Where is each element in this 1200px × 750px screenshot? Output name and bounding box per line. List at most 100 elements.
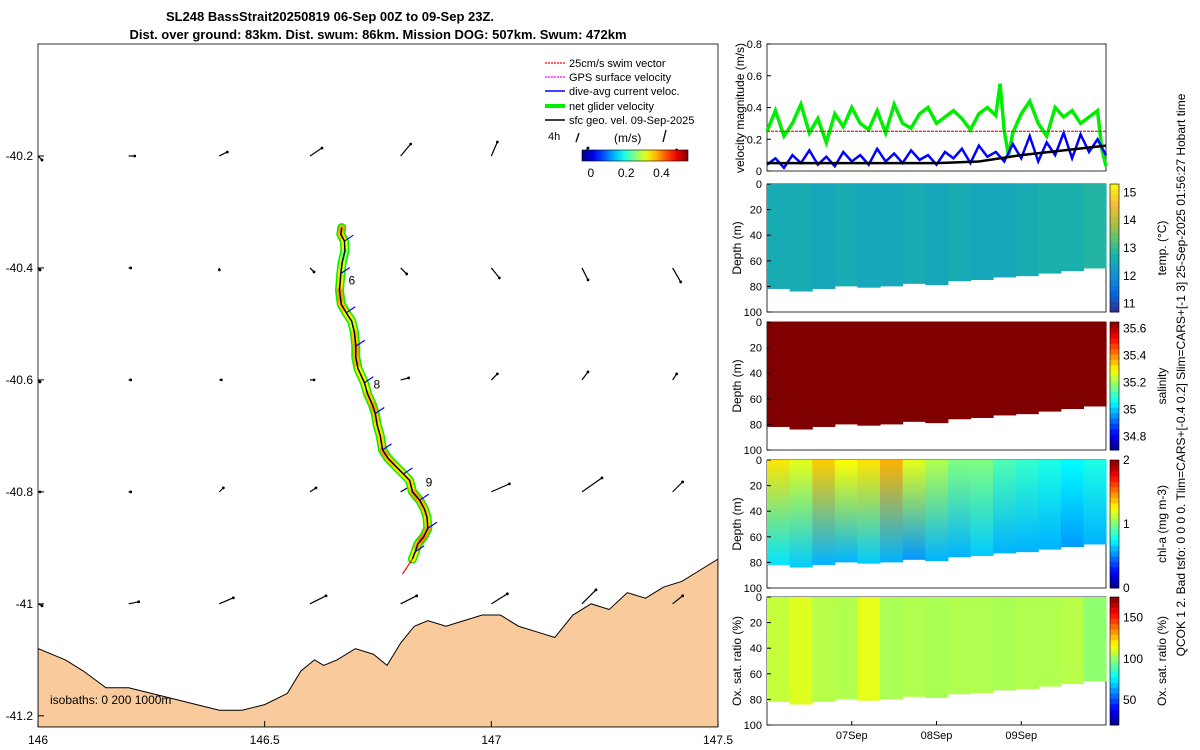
geo-vector	[490, 373, 498, 381]
colorbar-step	[1110, 348, 1119, 355]
geo-vector-head	[217, 268, 221, 272]
section-cell	[767, 460, 791, 565]
section-cell	[767, 184, 791, 289]
colorbar-step	[1110, 274, 1119, 281]
geo-vector-head	[495, 140, 499, 144]
colorbar-step	[1110, 502, 1119, 509]
map-colorbar-tick: 0.2	[618, 166, 635, 180]
geo-vector-head	[415, 594, 419, 598]
section-cell	[880, 184, 904, 287]
geo-vector-head	[40, 604, 44, 608]
geo-vector-head	[586, 278, 590, 282]
section-cell	[789, 322, 813, 430]
colorbar-step	[1110, 661, 1119, 667]
geo-vector-head	[675, 372, 679, 376]
colorbar-tick: 34.8	[1123, 430, 1147, 444]
section-y-tick-label: 60	[750, 394, 762, 406]
colorbar-step	[1110, 486, 1119, 493]
colorbar-tick: 35.6	[1123, 322, 1147, 336]
section-cell	[947, 597, 971, 695]
section-cell	[767, 322, 791, 427]
colorbar-step	[1110, 577, 1119, 584]
colorbar-unit-label: (m/s)	[614, 131, 641, 145]
colorbar-step	[1110, 634, 1119, 641]
section-ylabel: Ox. sat. ratio (%)	[730, 616, 744, 706]
dive-avg-vector	[374, 406, 385, 414]
section-cell	[1083, 184, 1107, 269]
colorbar-step	[1110, 693, 1119, 699]
colorbar-step	[1110, 343, 1119, 350]
map-colorbar	[581, 149, 689, 162]
velocity-axes-box	[766, 43, 1107, 172]
section-cell	[789, 460, 813, 568]
colorbar-step	[1110, 370, 1119, 376]
track-line	[338, 227, 429, 560]
geo-vector	[672, 267, 682, 283]
section-cell	[970, 597, 994, 693]
geo-vector-head	[40, 158, 44, 162]
geo-vector	[491, 483, 510, 493]
colorbar-step	[1110, 481, 1119, 488]
scale-arrow-1	[575, 132, 580, 143]
geo-vector-head	[324, 594, 328, 598]
colorbar-frame	[1109, 183, 1120, 313]
section-cell	[1038, 597, 1062, 687]
section-cell	[789, 597, 813, 705]
geo-vector-head	[314, 486, 318, 490]
section-cell	[812, 460, 836, 565]
colorbar-tick: 50	[1123, 693, 1137, 707]
geo-vector-head	[600, 476, 604, 480]
scale-label: 4h	[548, 131, 560, 143]
colorbar-step	[1110, 439, 1119, 446]
section-y-tick-label: 100	[744, 445, 762, 457]
section-cell	[970, 460, 994, 556]
colorbar-step	[1110, 709, 1119, 715]
section-cell	[857, 460, 881, 564]
figure-title-line2: Dist. over ground: 83km. Dist. swum: 86k…	[129, 27, 626, 42]
colorbar-step	[1110, 269, 1119, 276]
colorbar-tick: 0	[1123, 581, 1130, 595]
colorbar-step	[1110, 402, 1119, 408]
colorbar-step	[1110, 645, 1119, 651]
colorbar-step	[1110, 205, 1119, 212]
colorbar-step	[1110, 602, 1119, 609]
section-cell	[947, 460, 971, 558]
section-ylabel: Depth (m)	[730, 221, 744, 274]
colorbar-step	[1110, 253, 1119, 260]
colorbar-step	[1110, 301, 1119, 308]
colorbar-step	[1110, 364, 1119, 371]
colorbar-tick: 13	[1123, 241, 1137, 255]
section-y-tick-label: 0	[756, 317, 762, 329]
colorbar-step	[1110, 327, 1119, 334]
colorbar-step	[1110, 306, 1119, 313]
geo-vector-head	[133, 154, 137, 158]
map-panel: 689 146 146.5 147 147.5 -40.2-40.4-40.6-40.…	[6, 43, 733, 747]
colorbar-step	[1110, 497, 1119, 504]
geo-vector	[490, 267, 500, 279]
map-x-tick-label: 146	[28, 733, 48, 747]
dive-avg-vector	[344, 234, 354, 242]
colorbar-step	[1110, 375, 1119, 382]
section-cell	[857, 597, 881, 701]
section-y-tick-label: 0	[756, 455, 762, 467]
section-y-tick-label: 40	[750, 643, 762, 655]
legend-gps: GPS surface velocity	[569, 72, 672, 84]
velocity-y-tick-label: 0.4	[747, 103, 762, 115]
dive-avg-vector	[355, 339, 366, 347]
geo-vector	[581, 477, 603, 493]
geo-vector-head	[137, 600, 141, 604]
colorbar-step	[1110, 618, 1119, 625]
geo-vector	[490, 141, 498, 157]
colorbar-step	[1110, 418, 1119, 424]
colorbar-step	[1110, 248, 1119, 254]
section-cell	[1015, 184, 1039, 277]
colorbar-step	[1110, 566, 1119, 573]
section-cell	[1015, 460, 1039, 553]
map-axes-box	[37, 43, 719, 728]
section-y-tick-label: 80	[750, 419, 762, 431]
geo-vector	[309, 595, 327, 605]
colorbar-step	[1110, 524, 1119, 530]
geo-vector-head	[129, 490, 133, 494]
section-y-tick-label: 100	[744, 583, 762, 595]
